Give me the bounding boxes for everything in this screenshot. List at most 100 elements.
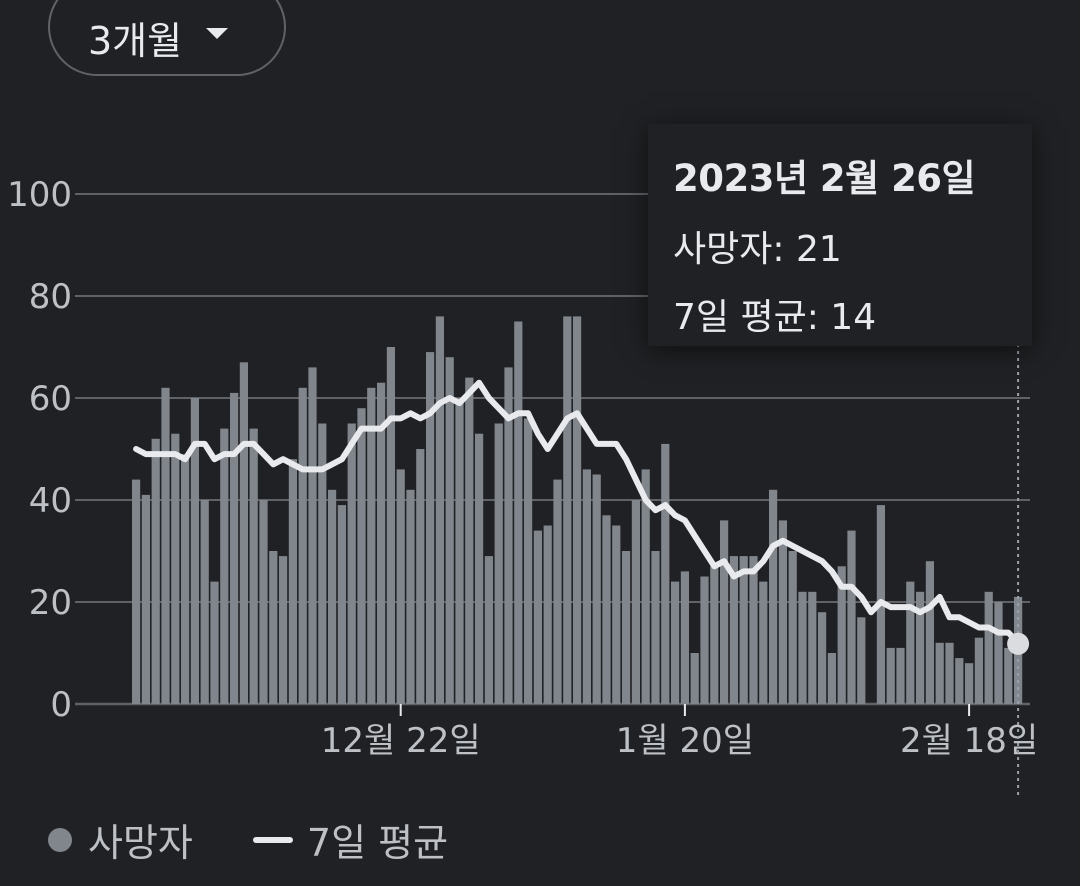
x-tick-label: 12월 22일 bbox=[321, 721, 481, 761]
deaths-bar bbox=[533, 530, 542, 704]
deaths-bar bbox=[1004, 647, 1013, 704]
deaths-bar bbox=[553, 479, 562, 704]
range-dropdown[interactable]: 3개월 bbox=[48, 0, 286, 76]
deaths-bar bbox=[524, 418, 533, 704]
deaths-bar bbox=[945, 642, 954, 704]
deaths-bar bbox=[778, 520, 787, 704]
y-tick-label: 20 bbox=[29, 583, 72, 623]
deaths-bar bbox=[151, 438, 160, 704]
deaths-bar bbox=[230, 392, 239, 704]
deaths-bar bbox=[739, 556, 748, 704]
x-tick-label: 1월 20일 bbox=[616, 721, 754, 761]
deaths-bar bbox=[308, 367, 317, 704]
deaths-bar bbox=[935, 642, 944, 704]
deaths-bar bbox=[190, 398, 199, 704]
y-tick-label: 40 bbox=[29, 481, 72, 521]
deaths-bar bbox=[573, 316, 582, 704]
deaths-bar bbox=[847, 530, 856, 704]
deaths-bar bbox=[592, 474, 601, 704]
deaths-bar bbox=[239, 362, 248, 704]
deaths-bar bbox=[181, 454, 190, 704]
deaths-bar bbox=[386, 347, 395, 704]
deaths-bar bbox=[504, 367, 513, 704]
tooltip-deaths: 사망자: 21 bbox=[673, 229, 842, 270]
chart-legend: 사망자 7일 평균 bbox=[48, 812, 448, 867]
y-tick-label: 60 bbox=[29, 379, 72, 419]
deaths-bar bbox=[318, 423, 327, 704]
deaths-bar bbox=[612, 525, 621, 704]
deaths-bar bbox=[298, 387, 307, 704]
deaths-bar bbox=[328, 489, 337, 704]
tooltip-average: 7일 평균: 14 bbox=[673, 297, 877, 338]
deaths-bar bbox=[769, 489, 778, 704]
chevron-down-icon bbox=[206, 27, 229, 39]
deaths-bar bbox=[827, 653, 836, 704]
deaths-bar bbox=[837, 566, 846, 704]
deaths-bar bbox=[818, 612, 827, 704]
tooltip-deaths-label: 사망자 bbox=[673, 229, 773, 270]
deaths-bar bbox=[416, 449, 425, 704]
deaths-bar bbox=[367, 387, 376, 704]
deaths-bar bbox=[651, 551, 660, 704]
deaths-bar bbox=[426, 352, 435, 704]
deaths-bar bbox=[720, 520, 729, 704]
deaths-bar bbox=[465, 377, 474, 704]
deaths-bar bbox=[357, 408, 366, 704]
deaths-bar bbox=[161, 387, 170, 704]
deaths-bar bbox=[132, 479, 141, 704]
deaths-bar bbox=[484, 556, 493, 704]
deaths-bar bbox=[259, 500, 268, 704]
deaths-bar bbox=[377, 382, 386, 704]
deaths-bar bbox=[680, 571, 689, 704]
tooltip-deaths-value: 21 bbox=[795, 229, 842, 270]
deaths-bar bbox=[210, 581, 219, 704]
hover-point bbox=[1007, 632, 1030, 655]
average-line bbox=[133, 379, 1022, 646]
deaths-bar bbox=[455, 398, 464, 704]
deaths-bar bbox=[347, 423, 356, 704]
deaths-bar bbox=[788, 551, 797, 704]
deaths-bar bbox=[631, 500, 640, 704]
deaths-bar bbox=[249, 428, 258, 704]
deaths-bar bbox=[171, 433, 180, 704]
deaths-bar bbox=[955, 658, 964, 704]
y-tick-label: 100 bbox=[7, 175, 72, 215]
deaths-bar bbox=[759, 581, 768, 704]
deaths-bar bbox=[582, 469, 591, 704]
legend-deaths-swatch bbox=[48, 827, 72, 852]
deaths-bar bbox=[984, 591, 993, 704]
deaths-bar bbox=[896, 647, 905, 704]
deaths-bar bbox=[494, 423, 503, 704]
deaths-bar bbox=[857, 617, 866, 704]
deaths-bar bbox=[406, 489, 415, 704]
deaths-bar bbox=[798, 591, 807, 704]
tooltip-date: 2023년 2월 26일 bbox=[673, 157, 976, 200]
deaths-bar bbox=[925, 561, 934, 704]
deaths-bar bbox=[396, 469, 405, 704]
legend-deaths-label: 사망자 bbox=[88, 821, 193, 865]
y-tick-label: 80 bbox=[29, 277, 72, 317]
deaths-bar bbox=[886, 647, 895, 704]
legend-average-label: 7일 평균 bbox=[306, 821, 449, 865]
deaths-bar bbox=[641, 469, 650, 704]
legend-average-swatch bbox=[252, 836, 293, 843]
deaths-bar bbox=[220, 428, 229, 704]
deaths-bar bbox=[906, 581, 915, 704]
deaths-bar bbox=[602, 515, 611, 704]
deaths-bar bbox=[141, 494, 150, 704]
deaths-bar bbox=[690, 653, 699, 704]
deaths-bar bbox=[965, 663, 974, 704]
deaths-bar bbox=[543, 525, 552, 704]
x-tick-label: 2월 18일 bbox=[900, 721, 1038, 761]
deaths-bar bbox=[563, 316, 572, 704]
deaths-bar bbox=[916, 591, 925, 704]
deaths-bar bbox=[337, 505, 346, 704]
deaths-bar bbox=[288, 459, 297, 704]
deaths-bar bbox=[200, 500, 209, 704]
deaths-bar bbox=[994, 602, 1003, 704]
deaths-bar bbox=[622, 551, 631, 704]
deaths-bar bbox=[475, 433, 484, 704]
range-dropdown-label: 3개월 bbox=[88, 18, 183, 63]
deaths-bar bbox=[445, 357, 454, 704]
